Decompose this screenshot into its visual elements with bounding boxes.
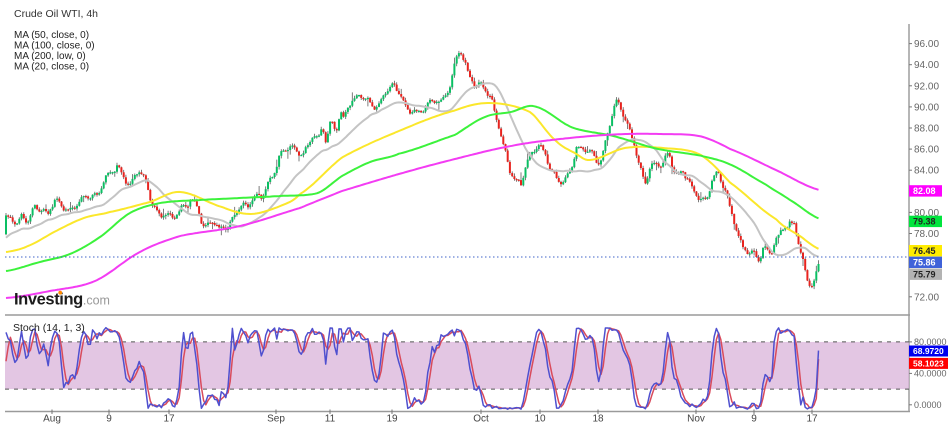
svg-text:58.1023: 58.1023 xyxy=(913,359,944,369)
svg-text:88.00: 88.00 xyxy=(914,124,939,135)
svg-text:18: 18 xyxy=(592,414,604,425)
svg-text:Crude Oil WTI, 4h: Crude Oil WTI, 4h xyxy=(14,8,98,20)
svg-text:96.00: 96.00 xyxy=(914,39,939,50)
svg-text:80.0000: 80.0000 xyxy=(914,337,947,347)
svg-text:0.0000: 0.0000 xyxy=(914,400,942,410)
svg-text:Investing.com: Investing.com xyxy=(14,291,110,309)
svg-text:80.00: 80.00 xyxy=(914,208,939,219)
svg-text:Nov: Nov xyxy=(687,414,705,425)
svg-text:82.08: 82.08 xyxy=(913,186,936,196)
svg-text:78.00: 78.00 xyxy=(914,229,939,240)
svg-text:94.00: 94.00 xyxy=(914,60,939,71)
svg-text:MA (200, low, 0): MA (200, low, 0) xyxy=(14,51,86,62)
svg-text:68.9720: 68.9720 xyxy=(913,346,944,356)
svg-text:Stoch (14, 1, 3): Stoch (14, 1, 3) xyxy=(13,322,85,334)
svg-text:MA (20, close, 0): MA (20, close, 0) xyxy=(14,62,89,73)
svg-text:86.00: 86.00 xyxy=(914,145,939,156)
svg-text:11: 11 xyxy=(325,414,336,425)
svg-text:79.38: 79.38 xyxy=(913,217,936,227)
svg-text:90.00: 90.00 xyxy=(914,102,939,113)
svg-text:40.0000: 40.0000 xyxy=(914,368,947,378)
svg-text:75.79: 75.79 xyxy=(913,269,936,279)
svg-text:92.00: 92.00 xyxy=(914,81,939,92)
svg-text:10: 10 xyxy=(534,414,546,425)
svg-text:76.45: 76.45 xyxy=(913,246,936,256)
svg-text:Oct: Oct xyxy=(473,414,489,425)
svg-text:84.00: 84.00 xyxy=(914,166,939,177)
svg-text:19: 19 xyxy=(386,414,398,425)
svg-text:9: 9 xyxy=(751,414,757,425)
svg-text:17: 17 xyxy=(163,414,175,425)
svg-text:Sep: Sep xyxy=(267,414,285,425)
svg-text:MA (100, close, 0): MA (100, close, 0) xyxy=(14,41,95,52)
svg-text:Aug: Aug xyxy=(43,414,61,425)
svg-text:MA (50, close, 0): MA (50, close, 0) xyxy=(14,30,89,41)
svg-text:17: 17 xyxy=(806,414,818,425)
svg-text:9: 9 xyxy=(106,414,112,425)
svg-text:72.00: 72.00 xyxy=(914,292,939,303)
svg-text:75.86: 75.86 xyxy=(913,258,936,268)
